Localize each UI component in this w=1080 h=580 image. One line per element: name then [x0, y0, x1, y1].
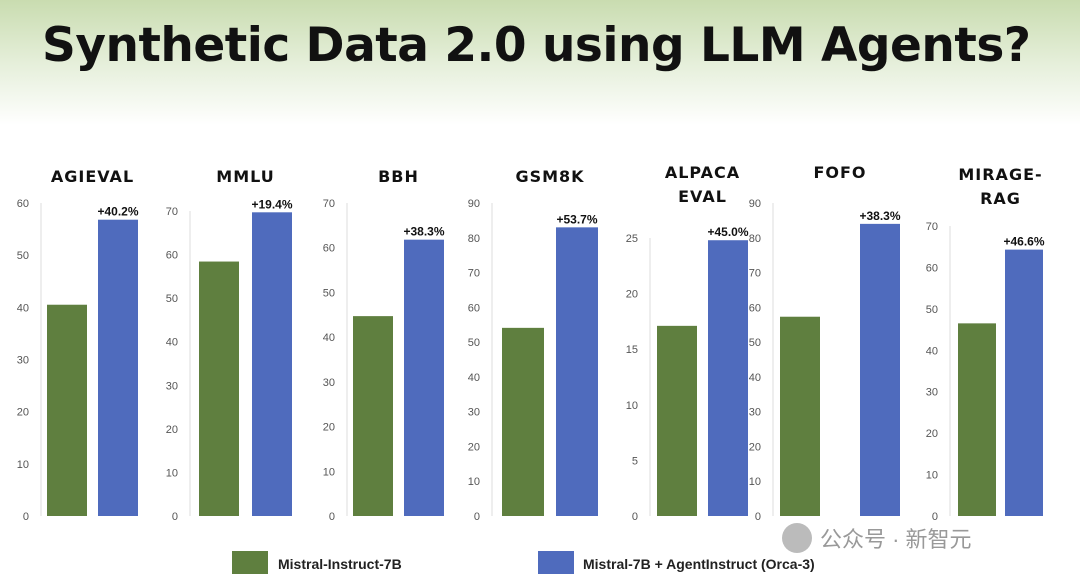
- bar-mistral-instruct: [502, 327, 544, 516]
- legend-label: Mistral-Instruct-7B: [278, 556, 402, 572]
- y-tick-label: 40: [166, 337, 178, 349]
- legend-swatch: [232, 551, 268, 574]
- bar-agentinstruct: [860, 223, 900, 516]
- chart-title: GSM8K: [515, 167, 584, 186]
- y-tick-label: 70: [749, 268, 761, 280]
- y-tick-label: 20: [17, 407, 29, 419]
- improvement-label: +38.3%: [859, 209, 900, 223]
- y-tick-label: 90: [468, 198, 480, 210]
- y-tick-label: 10: [926, 470, 938, 482]
- y-tick-label: 60: [468, 302, 480, 314]
- bar-mistral-instruct: [657, 325, 697, 516]
- y-tick-label: 15: [626, 344, 638, 356]
- y-tick-label: 40: [749, 372, 761, 384]
- y-tick-label: 50: [468, 337, 480, 349]
- y-tick-label: 50: [17, 250, 29, 262]
- bar-agentinstruct: [98, 219, 138, 516]
- improvement-label: +40.2%: [97, 205, 138, 219]
- y-tick-label: 20: [468, 441, 480, 453]
- y-tick-label: 40: [17, 302, 29, 314]
- bar-mistral-instruct: [353, 316, 393, 516]
- y-tick-label: 10: [468, 476, 480, 488]
- y-tick-label: 70: [926, 221, 938, 233]
- y-tick-label: 5: [632, 455, 638, 467]
- y-tick-label: 10: [17, 459, 29, 471]
- chart-title: FOFO: [813, 163, 866, 182]
- y-tick-label: 0: [632, 511, 638, 523]
- y-tick-label: 20: [626, 289, 638, 301]
- y-tick-label: 90: [749, 198, 761, 210]
- y-tick-label: 0: [329, 511, 335, 523]
- improvement-label: +45.0%: [707, 225, 748, 239]
- y-tick-label: 30: [749, 407, 761, 419]
- bar-mistral-instruct: [47, 304, 87, 516]
- y-tick-label: 10: [166, 467, 178, 479]
- y-tick-label: 50: [166, 293, 178, 305]
- y-tick-label: 60: [17, 198, 29, 210]
- wechat-icon: [782, 523, 812, 553]
- y-tick-label: 60: [323, 243, 335, 255]
- slide-title: Synthetic Data 2.0 using LLM Agents?: [42, 18, 1031, 73]
- chart-title: EVAL: [678, 187, 727, 206]
- y-tick-label: 70: [323, 198, 335, 210]
- y-tick-label: 10: [626, 400, 638, 412]
- y-tick-label: 40: [468, 372, 480, 384]
- y-tick-label: 20: [323, 422, 335, 434]
- y-tick-label: 80: [468, 233, 480, 245]
- y-tick-label: 30: [17, 355, 29, 367]
- improvement-label: +53.7%: [556, 212, 597, 226]
- bar-agentinstruct: [708, 240, 748, 516]
- chart-title: MIRAGE-: [958, 165, 1042, 184]
- watermark: 公众号 · 新智元: [782, 522, 972, 554]
- bar-mistral-instruct: [199, 261, 239, 516]
- y-tick-label: 60: [926, 262, 938, 274]
- y-tick-label: 20: [166, 424, 178, 436]
- y-tick-label: 30: [468, 407, 480, 419]
- y-tick-label: 40: [926, 345, 938, 357]
- y-tick-label: 0: [932, 511, 938, 523]
- watermark-text: 公众号 · 新智元: [820, 527, 972, 552]
- y-tick-label: 50: [323, 287, 335, 299]
- bar-mistral-instruct: [780, 316, 820, 516]
- y-tick-label: 60: [166, 250, 178, 262]
- bar-agentinstruct: [404, 239, 444, 516]
- bar-mistral-instruct: [958, 323, 996, 516]
- y-tick-label: 50: [749, 337, 761, 349]
- y-tick-label: 80: [749, 233, 761, 245]
- y-tick-label: 0: [755, 511, 761, 523]
- bar-agentinstruct: [1005, 249, 1043, 516]
- y-tick-label: 0: [474, 511, 480, 523]
- y-tick-label: 40: [323, 332, 335, 344]
- chart-title: RAG: [980, 189, 1021, 208]
- legend-swatch: [538, 551, 574, 574]
- chart-title: ALPACA: [665, 163, 740, 182]
- legend-label: Mistral-7B + AgentInstruct (Orca-3): [583, 556, 815, 572]
- y-tick-label: 50: [926, 304, 938, 316]
- improvement-label: +19.4%: [251, 197, 292, 211]
- chart-title: MMLU: [216, 167, 274, 186]
- improvement-label: +38.3%: [403, 225, 444, 239]
- chart-title: AGIEVAL: [51, 167, 134, 186]
- y-tick-label: 25: [626, 233, 638, 245]
- y-tick-label: 20: [926, 428, 938, 440]
- y-tick-label: 10: [323, 466, 335, 478]
- y-tick-label: 30: [926, 387, 938, 399]
- y-tick-label: 70: [166, 206, 178, 218]
- bar-agentinstruct: [556, 227, 598, 516]
- y-tick-label: 70: [468, 268, 480, 280]
- y-tick-label: 20: [749, 441, 761, 453]
- y-tick-label: 0: [172, 511, 178, 523]
- y-tick-label: 0: [23, 511, 29, 523]
- chart-title: BBH: [378, 167, 419, 186]
- improvement-label: +46.6%: [1003, 235, 1044, 249]
- bar-agentinstruct: [252, 212, 292, 517]
- y-tick-label: 30: [166, 380, 178, 392]
- y-tick-label: 60: [749, 302, 761, 314]
- y-tick-label: 10: [749, 476, 761, 488]
- y-tick-label: 30: [323, 377, 335, 389]
